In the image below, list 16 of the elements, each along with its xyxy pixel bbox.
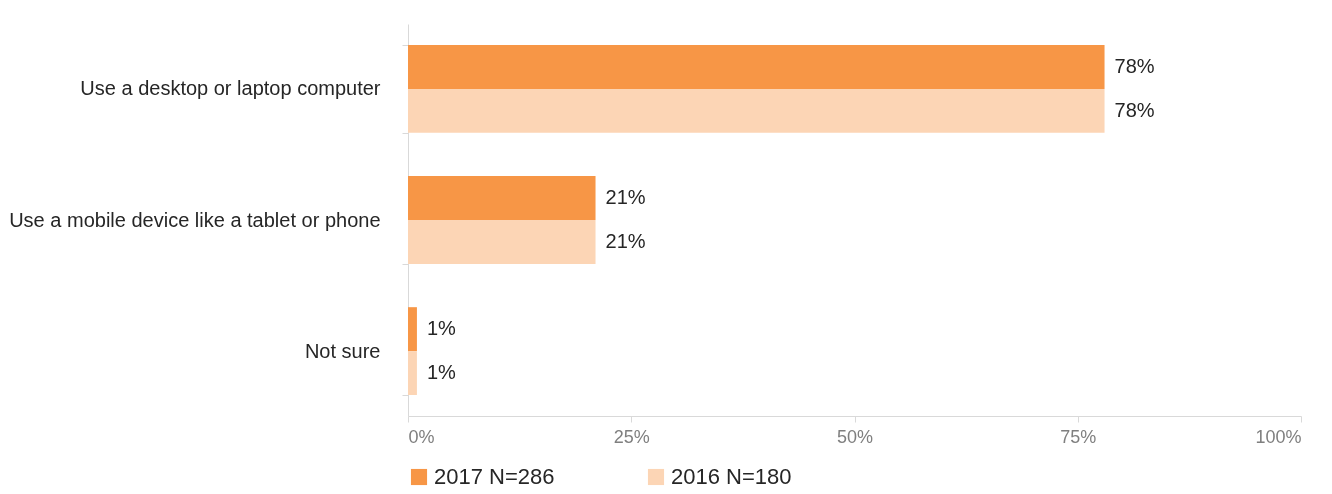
x-tick-label: 75% — [1060, 426, 1097, 447]
x-tick-label: 25% — [613, 426, 650, 447]
data-label: 78% — [1114, 98, 1155, 121]
x-tick-label: 100% — [1255, 426, 1302, 447]
data-label: 1% — [426, 317, 457, 340]
data-label: 21% — [605, 229, 646, 252]
x-tick-label: 0% — [408, 426, 435, 447]
legend-label: 2016 N=180 — [671, 464, 792, 489]
legend-label: 2017 N=286 — [434, 464, 555, 489]
data-label: 1% — [426, 361, 457, 384]
x-tick-label: 50% — [836, 426, 874, 447]
y-tick-label: Use a desktop or laptop computer — [80, 77, 381, 100]
y-tick-label: Not sure — [304, 339, 381, 362]
data-label: 21% — [605, 186, 646, 209]
y-tick-label: Use a mobile device like a tablet or phone — [9, 208, 381, 231]
data-label: 78% — [1114, 54, 1155, 77]
